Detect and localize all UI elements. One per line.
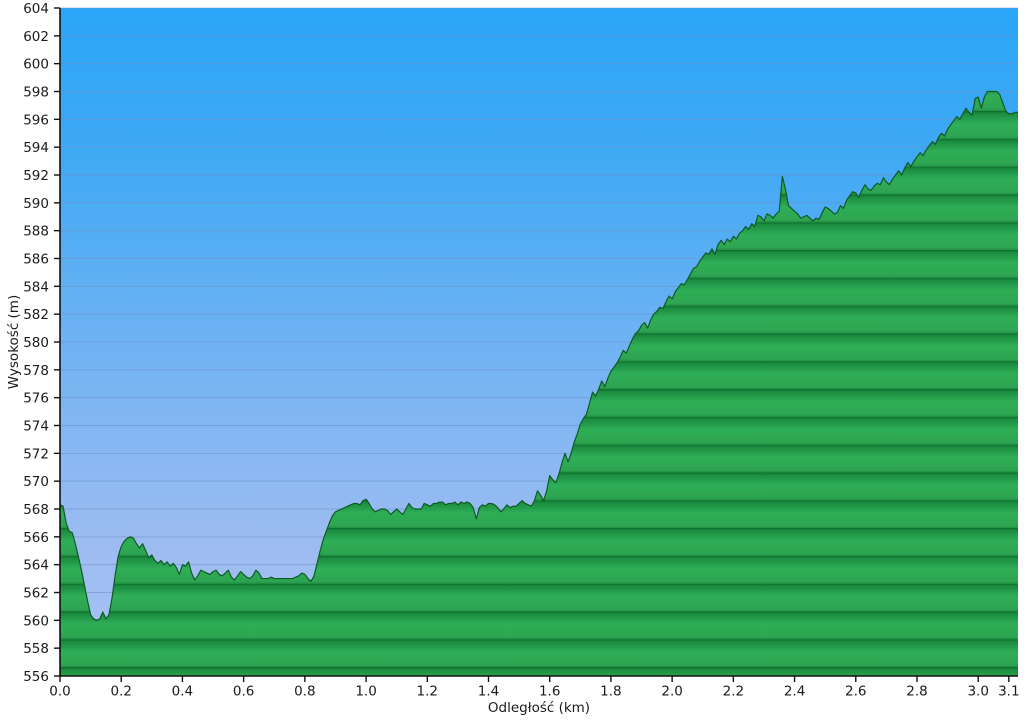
y-tick-label: 588 <box>23 224 49 240</box>
x-tick-label: 3.1 <box>998 684 1019 700</box>
y-tick-label: 598 <box>23 85 49 101</box>
elevation-area-group <box>60 90 1018 676</box>
x-tick-label: 2.6 <box>845 684 866 700</box>
x-tick-label: 0.4 <box>172 684 193 700</box>
x-tick-label: 1.4 <box>478 684 499 700</box>
x-tick-label: 0.0 <box>49 684 70 700</box>
x-tick-label: 2.4 <box>784 684 805 700</box>
x-tick-label: 0.2 <box>110 684 131 700</box>
y-tick-label: 594 <box>23 140 49 156</box>
x-tick-label: 0.6 <box>233 684 254 700</box>
y-axis-title: Wysokość (m) <box>6 295 22 389</box>
y-tick-label: 582 <box>23 307 49 323</box>
x-tick-label: 3.0 <box>967 684 988 700</box>
y-tick-label: 602 <box>23 29 49 45</box>
y-tick-label: 572 <box>23 446 49 462</box>
y-tick-label: 558 <box>23 641 49 657</box>
x-tick-label: 2.0 <box>661 684 682 700</box>
y-tick-label: 556 <box>23 669 49 685</box>
y-tick-label: 600 <box>23 57 49 73</box>
y-tick-label: 562 <box>23 586 49 602</box>
y-tick-label: 592 <box>23 168 49 184</box>
y-tick-label: 566 <box>23 530 49 546</box>
y-tick-label: 574 <box>23 419 49 435</box>
x-tick-label: 2.2 <box>723 684 744 700</box>
elevation-area <box>60 91 1018 676</box>
x-axis-ticks: 0.0 0.2 0.4 0.6 0.8 1.0 1.2 1.4 1.6 1.8 2.0 2.2 2.4 2… <box>49 676 1020 700</box>
y-tick-label: 576 <box>23 391 49 407</box>
y-tick-label: 570 <box>23 474 49 490</box>
y-tick-label: 578 <box>23 363 49 379</box>
x-tick-label: 0.8 <box>294 684 315 700</box>
x-tick-label: 1.0 <box>355 684 376 700</box>
x-axis-title: Odległość (km) <box>488 700 590 716</box>
y-tick-label: 596 <box>23 112 49 128</box>
y-tick-label: 586 <box>23 252 49 268</box>
y-tick-label: 568 <box>23 502 49 518</box>
x-tick-label: 1.8 <box>600 684 621 700</box>
x-tick-label: 1.6 <box>539 684 560 700</box>
x-tick-label: 2.8 <box>906 684 927 700</box>
y-tick-label: 560 <box>23 613 49 629</box>
x-tick-label: 1.2 <box>417 684 438 700</box>
y-tick-label: 580 <box>23 335 49 351</box>
y-tick-label: 590 <box>23 196 49 212</box>
elevation-outline <box>60 90 1018 621</box>
y-tick-label: 604 <box>23 1 49 17</box>
y-tick-label: 564 <box>23 558 49 574</box>
y-tick-label: 584 <box>23 279 49 295</box>
y-axis-ticks: 556 558 560 562 564 566 568 570 572 574 576 578 580 5… <box>23 1 60 685</box>
